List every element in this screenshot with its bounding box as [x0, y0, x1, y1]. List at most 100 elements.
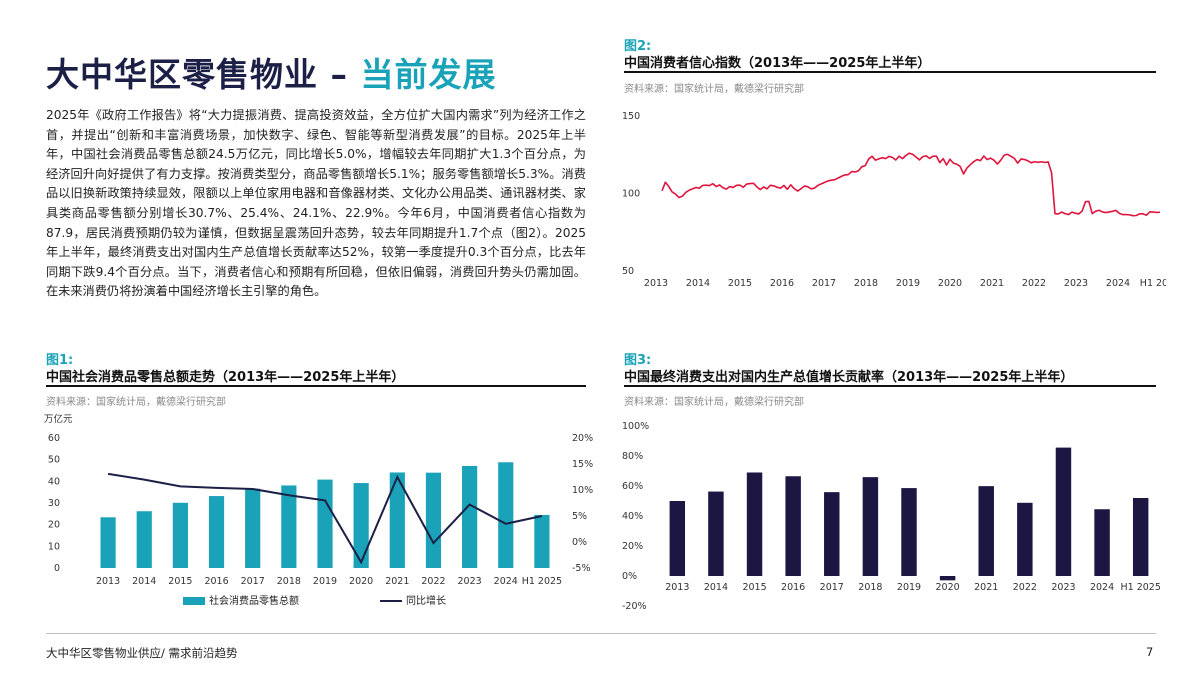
fig1-ytick-right: 15% — [572, 459, 593, 470]
fig1-bar — [281, 485, 297, 568]
fig3-bar — [939, 576, 956, 581]
fig2-xtick: 2017 — [812, 278, 836, 289]
fig2-xtick: 2022 — [1022, 278, 1046, 289]
fig1-bar — [245, 488, 261, 568]
fig2-rule — [624, 71, 1156, 73]
fig3-xtick: 2017 — [820, 582, 844, 593]
fig1-xtick: 2021 — [385, 576, 409, 587]
fig3-ytick: -20% — [622, 601, 647, 612]
legend-line-label: 同比增长 — [406, 596, 446, 607]
fig1-xtick: 2016 — [204, 576, 228, 587]
fig3-xtick: 2013 — [665, 582, 689, 593]
legend-line-swatch — [380, 600, 402, 602]
fig1-xtick: 2018 — [277, 576, 301, 587]
fig1-bar — [498, 462, 514, 568]
fig3-bar — [824, 492, 840, 576]
fig1-ytick-left: 30 — [48, 498, 60, 509]
fig1-bar — [389, 472, 405, 568]
fig3-xtick: 2014 — [704, 582, 728, 593]
fig1-ytick-left: 10 — [48, 541, 60, 552]
fig1-title: 中国社会消费品零售总额走势（2013年——2025年上半年） — [46, 370, 405, 385]
fig1-bar — [100, 517, 116, 568]
fig3-label: 图3: — [624, 353, 652, 368]
fig3-ytick: 40% — [622, 511, 643, 522]
fig2-xtick: 2016 — [770, 278, 794, 289]
fig3-bar — [1017, 502, 1033, 576]
fig3-xtick: 2023 — [1051, 582, 1075, 593]
fig3-xtick: 2016 — [781, 582, 805, 593]
fig1-legend-bar: 社会消费品零售总额 — [183, 592, 299, 607]
fig1-source: 资料来源：国家统计局，戴德梁行研究部 — [46, 397, 226, 408]
fig3-xtick: 2015 — [742, 582, 766, 593]
fig2-xtick: H1 2025 — [1140, 278, 1166, 289]
fig3-ytick: 80% — [622, 451, 643, 462]
fig3-ytick: 20% — [622, 541, 643, 552]
fig2-xtick: 2015 — [728, 278, 752, 289]
fig2-xtick: 2023 — [1064, 278, 1088, 289]
fig1-xtick: H1 2025 — [522, 576, 562, 587]
footer-rule — [46, 633, 1156, 634]
fig3-bar — [1094, 509, 1110, 576]
fig1-bar — [317, 479, 333, 568]
fig3-bar — [1132, 498, 1149, 576]
fig2-ytick: 100 — [622, 189, 640, 200]
fig3-xtick: 2021 — [974, 582, 998, 593]
fig3-xtick: H1 2025 — [1120, 582, 1160, 593]
fig1-bar — [534, 514, 550, 568]
fig1-xtick: 2013 — [96, 576, 120, 587]
page-title-main: 大中华区零售物业 – — [46, 55, 361, 94]
fig1-xtick: 2015 — [168, 576, 192, 587]
fig1-rule — [46, 385, 586, 387]
fig3-bar — [901, 488, 917, 576]
fig1-xtick: 2014 — [132, 576, 156, 587]
body-paragraph: 2025年《政府工作报告》将“大力提振消费、提高投资效益，全方位扩大国内需求”列… — [46, 108, 586, 299]
fig3-xtick: 2022 — [1013, 582, 1037, 593]
fig1-bar — [172, 502, 188, 568]
fig2-xtick: 2020 — [938, 278, 962, 289]
fig2-confidence-line — [661, 152, 1161, 217]
fig3-rule — [624, 385, 1156, 387]
fig2-chart: 50 100 150 2013 2014 2015 2016 2017 2018 2019 2020… — [622, 111, 1166, 289]
fig1-unit-label: 万亿元 — [44, 413, 73, 425]
fig1-chart: 万亿元 0 10 20 30 40 50 60 -5% 0% 5% 10% 15% 20% 2013 2014… — [44, 413, 593, 587]
fig3-ytick: 100% — [622, 421, 649, 432]
fig1-ytick-left: 0 — [54, 563, 60, 574]
page-number: 7 — [1146, 645, 1154, 659]
fig1-ytick-left: 20 — [48, 520, 60, 531]
fig3-title: 中国最终消费支出对国内生产总值增长贡献率（2013年——2025年上半年） — [624, 370, 1074, 385]
fig2-source: 资料来源：国家统计局，戴德梁行研究部 — [624, 84, 804, 95]
fig1-xtick: 2019 — [313, 576, 337, 587]
fig2-xtick: 2018 — [854, 278, 878, 289]
fig3-bar — [708, 491, 724, 576]
fig1-growth-line — [107, 472, 543, 565]
fig1-ytick-right: 20% — [572, 433, 593, 444]
fig1-xtick: 2017 — [241, 576, 265, 587]
fig1-xtick: 2022 — [421, 576, 445, 587]
fig3-xtick: 2024 — [1090, 582, 1114, 593]
page-title-accent: 当前发展 — [360, 55, 497, 94]
fig3-bar — [785, 476, 801, 576]
fig1-ytick-left: 40 — [48, 476, 60, 487]
fig1-bar — [136, 511, 152, 568]
fig1-ytick-left: 50 — [48, 455, 60, 466]
fig3-bar — [669, 501, 686, 576]
fig2-label: 图2: — [624, 39, 652, 54]
fig3-chart: -20% 0% 20% 40% 60% 80% 100% 2013 2014 2015 2016 20… — [622, 421, 1161, 612]
fig1-legend-line: 同比增长 — [380, 592, 446, 607]
fig1-ytick-left: 60 — [48, 433, 60, 444]
fig3-xtick: 2019 — [897, 582, 921, 593]
fig2-xtick: 2014 — [686, 278, 710, 289]
fig1-xtick: 2023 — [458, 576, 482, 587]
fig1-ytick-right: 10% — [572, 485, 593, 496]
fig1-bar — [208, 496, 225, 568]
fig1-xtick: 2024 — [494, 576, 518, 587]
fig2-ytick: 50 — [622, 266, 634, 277]
fig1-ytick-right: 0% — [572, 537, 587, 548]
fig2-title: 中国消费者信心指数（2013年——2025年上半年） — [624, 56, 931, 71]
fig3-ytick: 60% — [622, 481, 643, 492]
fig3-xtick: 2018 — [858, 582, 882, 593]
fig3-bar — [746, 472, 763, 576]
fig2-xtick: 2021 — [980, 278, 1004, 289]
fig3-bar — [978, 486, 994, 576]
fig3-bar — [1055, 447, 1072, 576]
